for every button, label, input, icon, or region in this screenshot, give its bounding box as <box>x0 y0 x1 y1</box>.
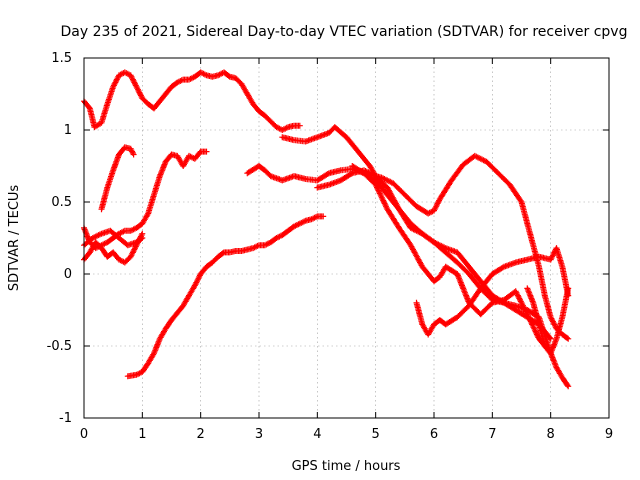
x-tick-label: 1 <box>138 427 146 442</box>
series-s1 <box>81 69 303 133</box>
plot-frame <box>83 57 610 419</box>
series-markers <box>413 245 572 338</box>
series-markers <box>98 144 137 213</box>
series-s3 <box>98 144 137 213</box>
series-s11 <box>413 245 572 338</box>
x-tick-label: 0 <box>80 427 88 442</box>
x-tick-label: 6 <box>430 427 438 442</box>
chart-title: Day 235 of 2021, Sidereal Day-to-day VTE… <box>61 24 628 40</box>
y-tick-label: 1 <box>64 123 72 138</box>
series-s2 <box>279 124 572 342</box>
y-tick-label: 0.5 <box>51 195 72 210</box>
y-tick-label: -1 <box>59 411 72 426</box>
data-markers <box>81 69 572 390</box>
x-tick-label: 7 <box>488 427 496 442</box>
y-tick-label: 1.5 <box>51 51 72 66</box>
x-axis-label: GPS time / hours <box>292 459 401 474</box>
x-tick-label: 8 <box>547 427 555 442</box>
series-markers <box>524 285 572 357</box>
grid-lines <box>84 58 609 418</box>
series-markers <box>279 124 572 342</box>
x-tick-label: 5 <box>372 427 380 442</box>
x-tick-label: 9 <box>605 427 613 442</box>
y-axis-label: SDTVAR / TECUs <box>7 185 22 292</box>
x-tick-label: 4 <box>313 427 321 442</box>
y-tick-label: 0 <box>64 267 72 282</box>
y-tick-label: -0.5 <box>47 339 72 354</box>
series-s12 <box>524 285 572 357</box>
series-markers <box>81 69 303 133</box>
axis-ticks: 0 1 2 3 4 5 6 7 8 9 -1 -0.5 0 0.5 1 1.5 <box>47 51 614 442</box>
series-s7 <box>124 213 327 380</box>
series-markers <box>124 213 327 380</box>
x-tick-label: 2 <box>197 427 205 442</box>
x-tick-label: 3 <box>255 427 263 442</box>
